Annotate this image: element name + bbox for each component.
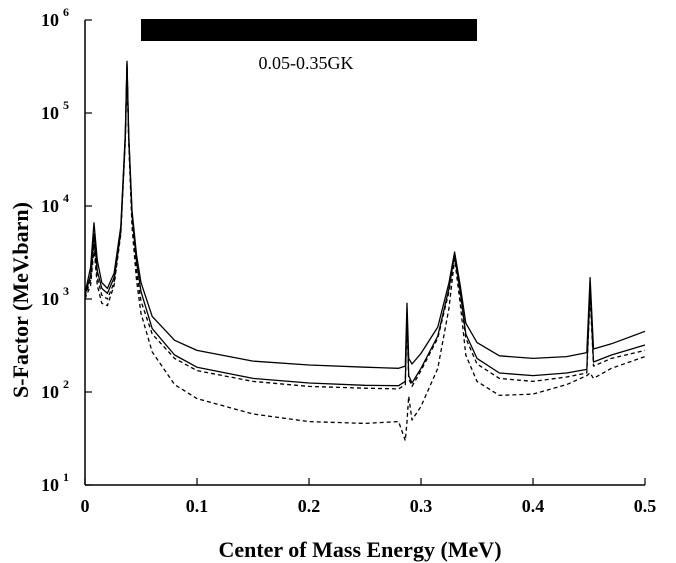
x-tick-label: 0.3: [410, 496, 433, 516]
temperature-band: [141, 19, 477, 41]
y-tick-label: 10: [41, 103, 59, 123]
y-tick-label: 10: [41, 10, 59, 30]
series-line-3-dashed: [84, 65, 646, 390]
axes: [84, 19, 646, 486]
x-tick-label: 0: [81, 496, 90, 516]
y-tick-exponent: 2: [63, 377, 69, 391]
temperature-band-label: 0.05-0.35GK: [259, 53, 354, 73]
y-tick-label: 10: [41, 382, 59, 402]
x-axis-tick-labels: 0 0.1 0.2 0.3 0.4 0.5: [81, 496, 657, 516]
y-tick-label: 10: [41, 475, 59, 495]
y-axis-title: S-Factor (MeV.barn): [8, 202, 33, 398]
series-curves: [84, 60, 646, 442]
y-tick-exponent: 6: [63, 5, 69, 19]
y-tick-exponent: 4: [63, 191, 69, 205]
series-line-4-dashed: [84, 67, 646, 442]
temperature-band-bar: [141, 19, 477, 41]
x-tick-label: 0.5: [634, 496, 657, 516]
y-tick-label: 10: [41, 196, 59, 216]
x-tick-label: 0.4: [522, 496, 545, 516]
y-tick-exponent: 3: [63, 284, 69, 298]
x-axis-title: Center of Mass Energy (MeV): [218, 537, 501, 562]
y-tick-exponent: 5: [63, 98, 69, 112]
y-axis-tick-labels: 10 1 10 2 10 3 10 4 10 5 10 6: [41, 5, 69, 495]
series-line-2-solid: [84, 62, 646, 387]
y-tick-label: 10: [41, 289, 59, 309]
y-tick-exponent: 1: [63, 470, 69, 484]
x-tick-label: 0.1: [186, 496, 209, 516]
series-line-1-solid: [84, 60, 646, 369]
x-tick-label: 0.2: [298, 496, 321, 516]
